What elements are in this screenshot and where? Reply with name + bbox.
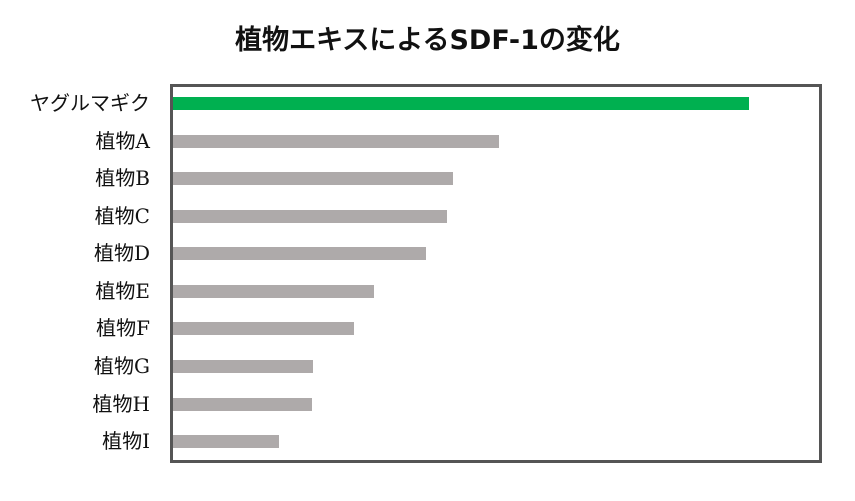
bar: [173, 247, 426, 260]
category-label: 植物H: [92, 392, 150, 416]
bar: [173, 360, 313, 373]
category-label: ヤグルマギク: [30, 91, 150, 115]
bar: [173, 285, 374, 298]
category-label: 植物E: [95, 279, 150, 303]
chart-title: 植物エキスによるSDF-1の変化: [235, 25, 620, 56]
category-label: 植物C: [94, 204, 150, 228]
category-label: 植物I: [102, 429, 150, 453]
bar: [173, 210, 447, 223]
bar-highlight: [173, 97, 749, 110]
plot-area-frame: [170, 84, 822, 463]
bar: [173, 135, 499, 148]
category-label: 植物B: [95, 166, 150, 190]
category-label: 植物F: [96, 316, 150, 340]
bar: [173, 398, 312, 411]
category-label: 植物G: [94, 354, 150, 378]
bar: [173, 435, 279, 448]
bar: [173, 322, 354, 335]
bar: [173, 172, 453, 185]
category-label: 植物D: [93, 241, 150, 265]
category-label: 植物A: [95, 129, 150, 153]
